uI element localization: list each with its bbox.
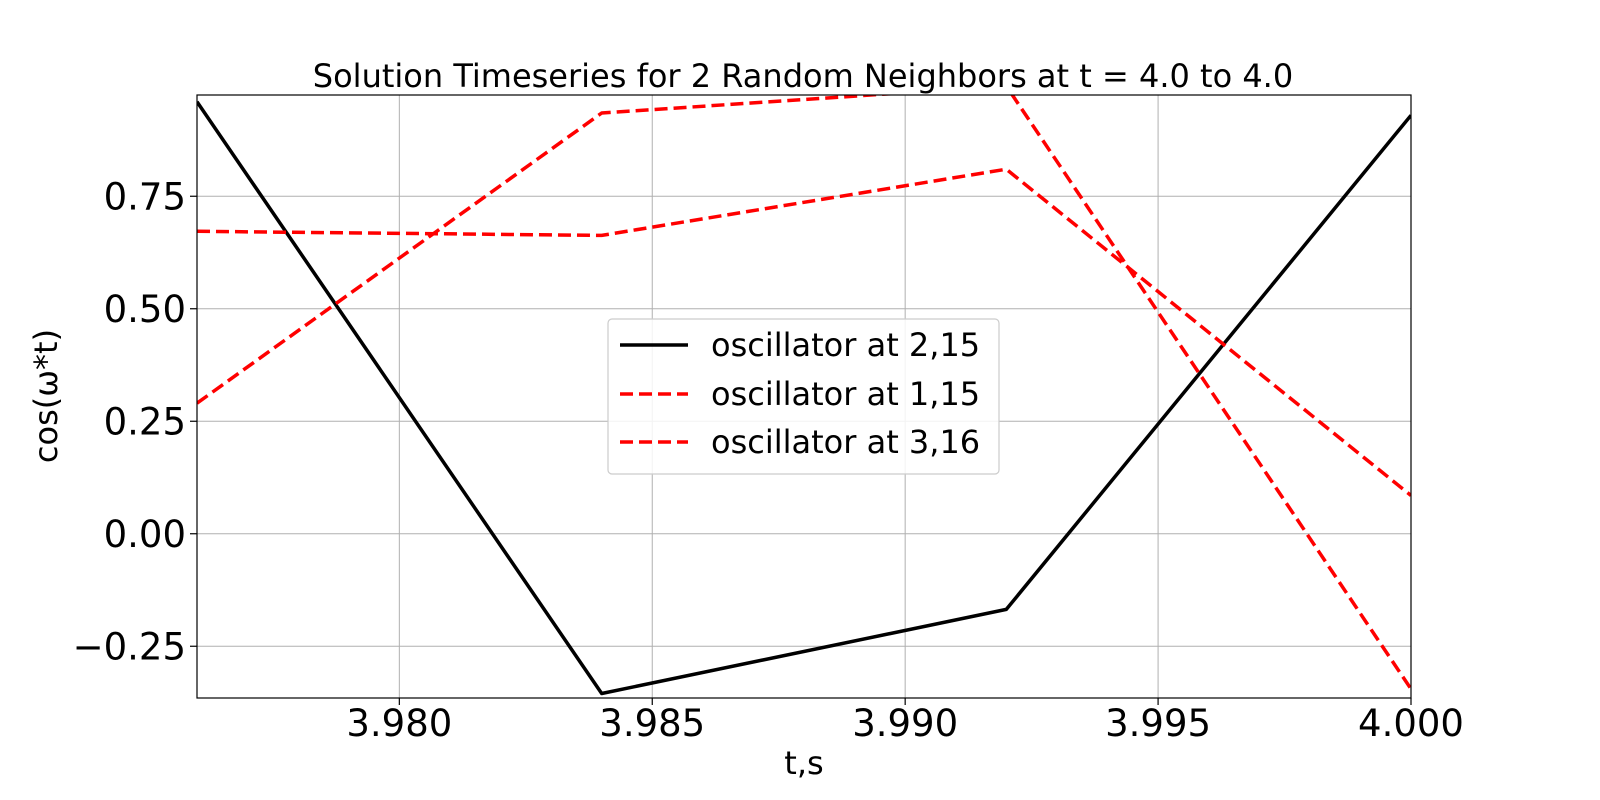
series-line-2	[197, 95, 1411, 690]
plot-frame	[196, 94, 1412, 699]
x-tick-label: 3.985	[599, 702, 705, 745]
y-tick-label: 0.75	[104, 175, 186, 218]
chart-title: Solution Timeseries for 2 Random Neighbo…	[313, 57, 1293, 95]
y-tick-label: −0.25	[73, 625, 186, 668]
y-tick-label: 0.25	[104, 400, 186, 443]
y-tick-label: 0.00	[104, 513, 186, 556]
y-tick-label: 0.50	[104, 288, 186, 331]
series-line-3	[197, 167, 1411, 497]
y-axis-label: cos(ω*t)	[27, 329, 65, 463]
x-tick-label: 3.995	[1105, 702, 1211, 745]
x-ticks: 3.980 3.985 3.990 3.995 4.000	[346, 698, 1464, 745]
series-line-1	[197, 100, 1411, 696]
x-tick-label: 4.000	[1358, 702, 1464, 745]
x-tick-label: 3.990	[852, 702, 958, 745]
y-ticks: −0.25 0.00 0.25 0.50 0.75	[73, 175, 197, 668]
legend-label: oscillator at 3,16	[711, 423, 980, 461]
legend-label: oscillator at 2,15	[711, 326, 980, 364]
legend: oscillator at 2,15 oscillator at 1,15 os…	[607, 318, 1000, 475]
x-axis-label: t,s	[784, 744, 823, 782]
series-lines	[197, 95, 1411, 696]
legend-box	[607, 318, 1000, 475]
legend-label: oscillator at 1,15	[711, 375, 980, 413]
x-tick-label: 3.980	[346, 702, 452, 745]
